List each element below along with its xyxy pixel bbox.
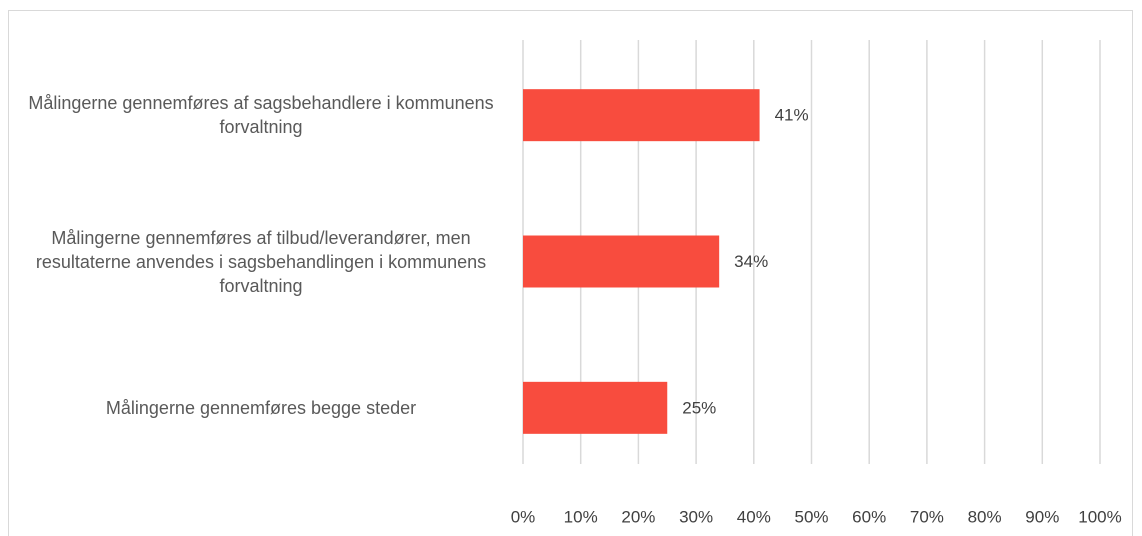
bar xyxy=(523,235,720,288)
bar xyxy=(523,381,668,434)
category-label: Målingerne gennemføres begge steder xyxy=(105,397,417,418)
x-tick-label: 50% xyxy=(794,507,828,526)
data-label: 25% xyxy=(682,398,716,417)
data-label: 41% xyxy=(775,106,809,125)
x-tick-label: 0% xyxy=(511,507,536,526)
x-tick-label: 30% xyxy=(679,507,713,526)
category-label: Målingerne gennemføres af sagsbehandlere… xyxy=(28,93,494,138)
x-tick-label: 90% xyxy=(1025,507,1059,526)
x-tick-label: 20% xyxy=(621,507,655,526)
x-tick-label: 80% xyxy=(968,507,1002,526)
x-tick-label: 40% xyxy=(737,507,771,526)
x-tick-label: 100% xyxy=(1078,507,1121,526)
data-label: 34% xyxy=(734,252,768,271)
x-tick-label: 10% xyxy=(564,507,598,526)
x-tick-label: 70% xyxy=(910,507,944,526)
x-tick-label: 60% xyxy=(852,507,886,526)
category-label: Målingerne gennemføres af tilbud/leveran… xyxy=(35,227,487,296)
bar xyxy=(523,89,760,142)
chart-frame xyxy=(8,10,1133,536)
